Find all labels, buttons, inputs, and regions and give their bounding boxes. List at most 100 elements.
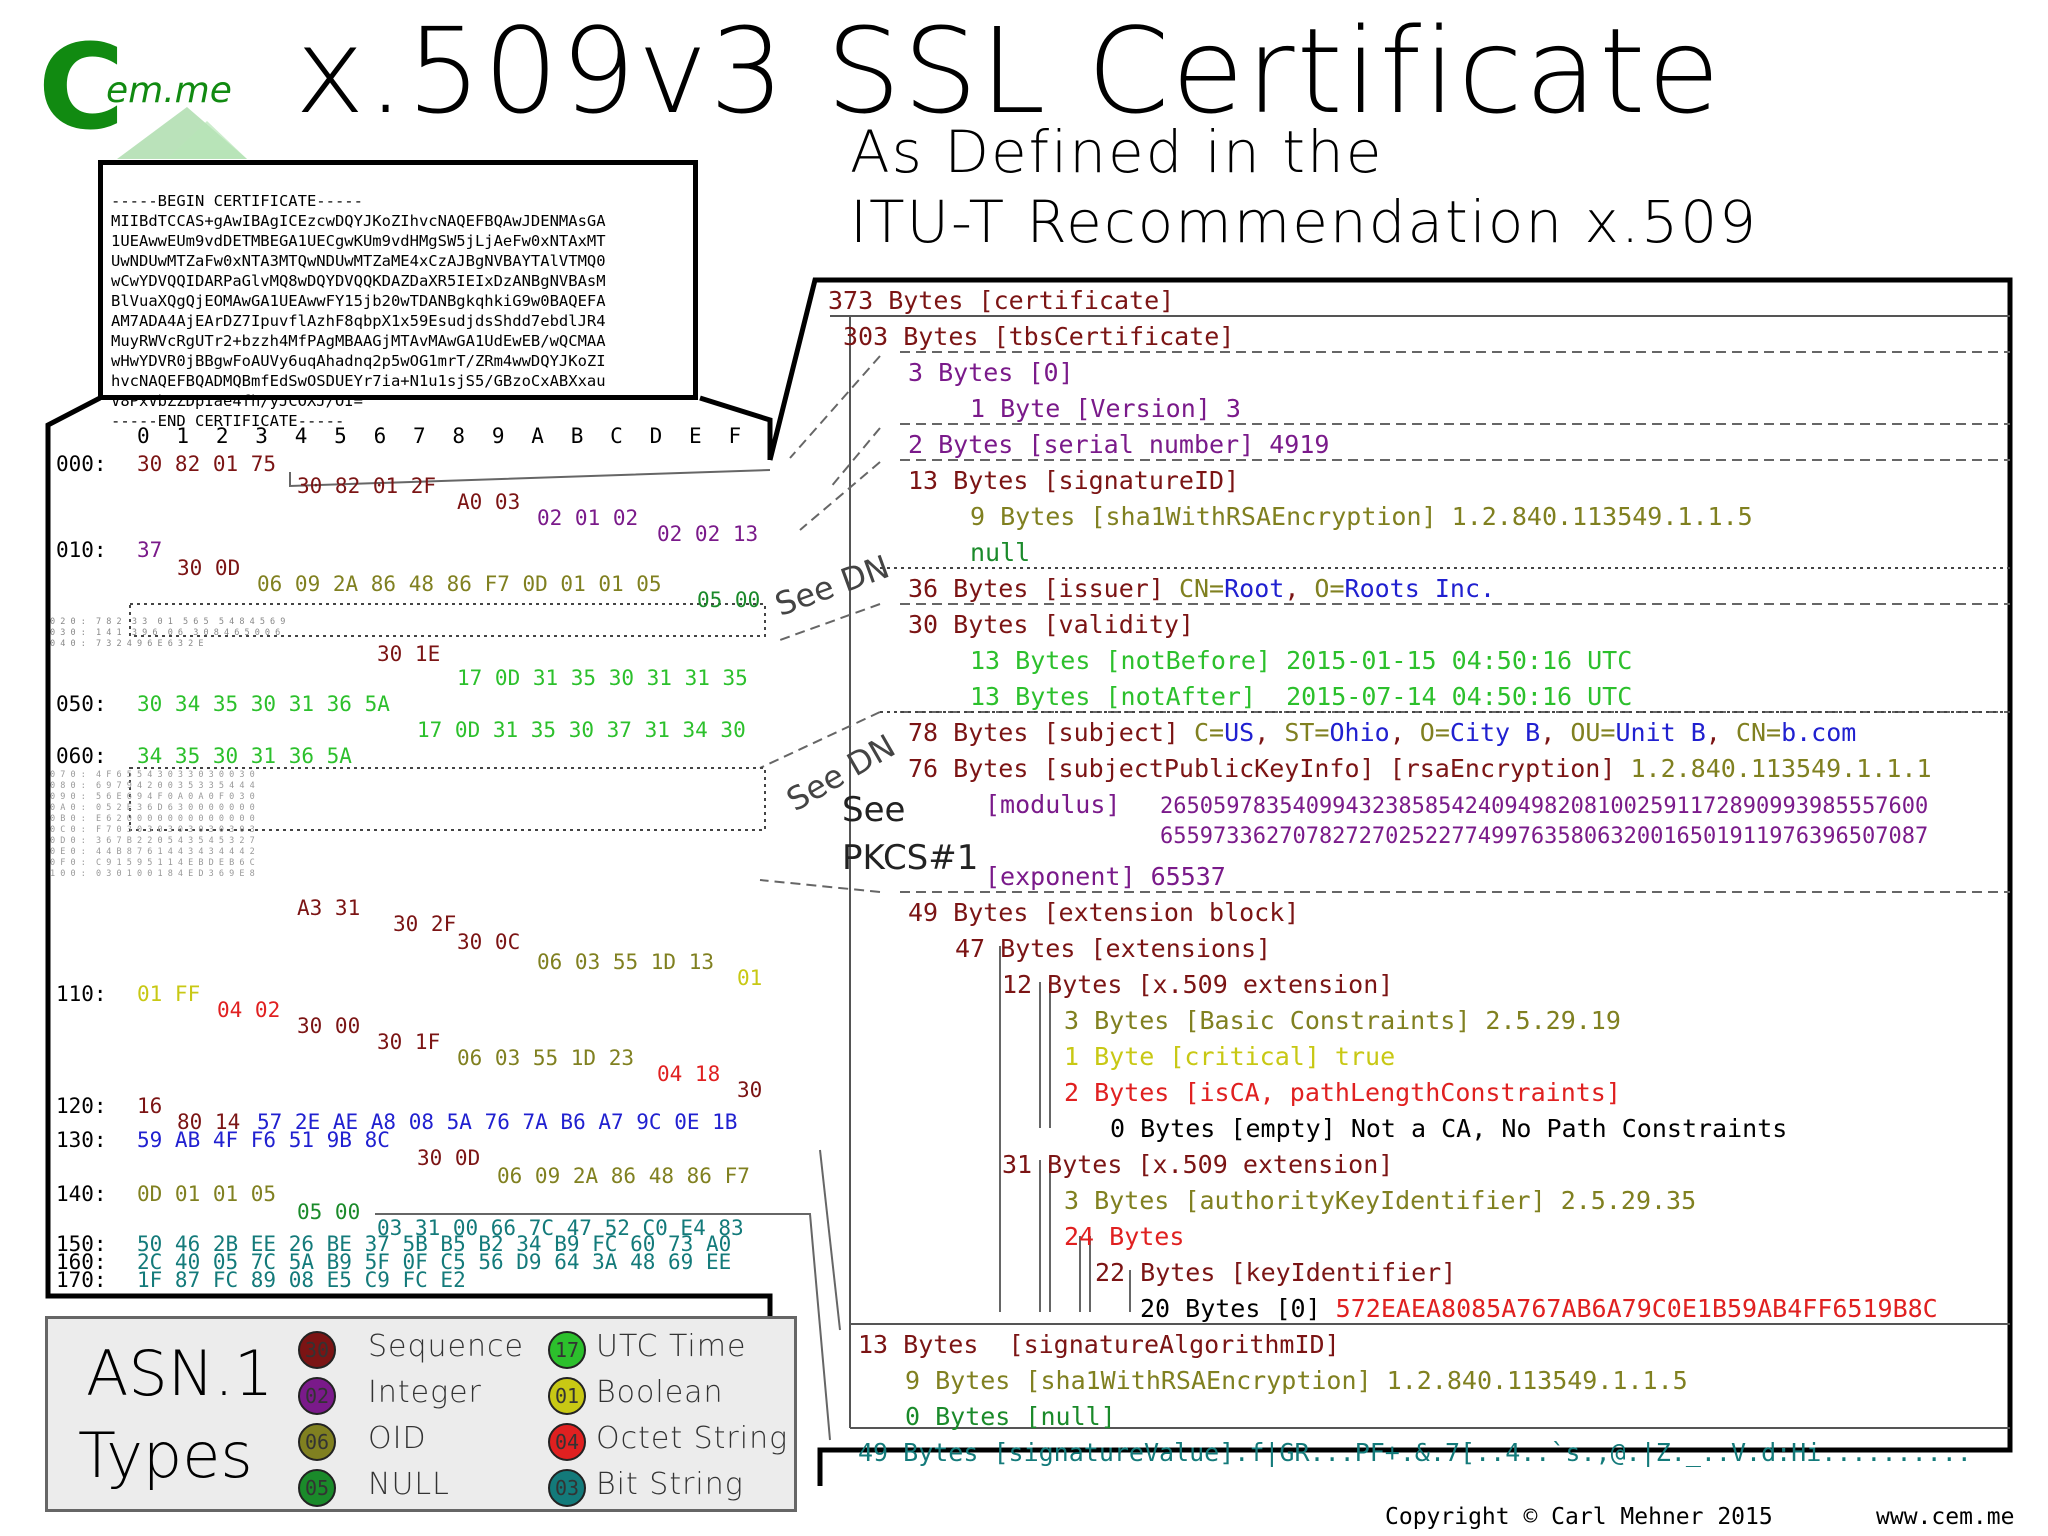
- tree-node-text: 572EAEA8085A767AB6A79C0E1B59AB4FF6519B8C: [1335, 1294, 1938, 1323]
- tree-node: [exponent] 65537: [985, 862, 1226, 891]
- tree-node-text: O=: [1314, 574, 1345, 603]
- hex-bytes: 01 FF: [137, 982, 201, 1006]
- hex-bytes: 30 0D: [177, 556, 241, 580]
- legend-color-dot: 01: [548, 1377, 586, 1415]
- legend-label: NULL: [368, 1467, 450, 1502]
- legend-color-dot: 04: [548, 1423, 586, 1461]
- legend-title: ASN.1: [86, 1337, 274, 1410]
- hex-bytes: 30 2F: [393, 912, 457, 936]
- tree-node: 76 Bytes [subjectPublicKeyInfo] [rsaEncr…: [908, 754, 1932, 783]
- tree-node: 13 Bytes [notAfter] 2015-07-14 04:50:16 …: [970, 682, 1632, 711]
- tree-node: 9 Bytes [sha1WithRSAEncryption] 1.2.840.…: [905, 1366, 1688, 1395]
- hex-row-address: 160:: [56, 1250, 107, 1274]
- tree-node: 2 Bytes [isCA, pathLengthConstraints]: [1064, 1078, 1621, 1107]
- pem-line: -----BEGIN CERTIFICATE-----: [111, 192, 363, 210]
- pem-line: wHwYDVR0jBBgwFoAUVy6uqAhadnq2p5wOG1mrT/Z…: [111, 352, 606, 370]
- hex-bytes: 30 1F: [377, 1030, 441, 1054]
- tree-node: 3 Bytes [0]: [908, 358, 1074, 387]
- hex-bytes: 30: [737, 1078, 763, 1102]
- subtitle-line2: ITU-T Recommendation x.509: [850, 188, 1759, 256]
- legend-label: Boolean: [596, 1375, 724, 1410]
- tree-node-text: 2650597835409943238585424094982081002591…: [1160, 794, 1929, 819]
- page-title: x.509v3 SSL Certificate: [295, 2, 1722, 140]
- hex-bytes: A0 03: [457, 490, 521, 514]
- hex-bytes: 16: [137, 1094, 163, 1118]
- hex-bytes: 37: [137, 538, 163, 562]
- tree-node-text: 9 Bytes [sha1WithRSAEncryption] 1.2.840.…: [970, 502, 1753, 531]
- legend-label: Octet String: [596, 1421, 789, 1456]
- tree-node-text: 1.2.840.113549.1.1.1: [1630, 754, 1932, 783]
- hex-bytes: 59 AB 4F F6 51 9B 8C: [137, 1128, 390, 1152]
- tree-node: 0 Bytes [empty] Not a CA, No Path Constr…: [1110, 1114, 1787, 1143]
- tree-node-text: ,: [1254, 718, 1285, 747]
- hex-bytes: 1F 87 FC 89 08 E5 C9 FC E2: [137, 1268, 466, 1292]
- hex-bytes: 50 46 2B EE 26 BE 37 5B B5 B2 34 B9 FC 6…: [137, 1232, 732, 1256]
- tree-node: 12 Bytes [x.509 extension]: [1002, 970, 1393, 999]
- hex-bytes: 2C 40 05 7C 5A B9 5F 0F C5 56 D9 64 3A 4…: [137, 1250, 732, 1274]
- pem-line: hvcNAQEFBQADMQBmfEdSwOSDUEYr7ia+N1u1sjS5…: [111, 372, 606, 390]
- tree-node-text: 3 Bytes [0]: [908, 358, 1074, 387]
- tree-node: [modulus]: [985, 790, 1120, 819]
- pem-line: BlVuaXQgQjEOMAwGA1UEAwwFY15jb20wTDANBgkq…: [111, 292, 606, 310]
- legend-color-dot: 17: [548, 1331, 586, 1369]
- hex-bytes: 04 02: [217, 998, 281, 1022]
- tree-node-text: [exponent] 65537: [985, 862, 1226, 891]
- tree-node: 3 Bytes [Basic Constraints] 2.5.29.19: [1064, 1006, 1621, 1035]
- tree-node: 2650597835409943238585424094982081002591…: [1160, 794, 1928, 819]
- tree-node: 13 Bytes [signatureID]: [908, 466, 1239, 495]
- hex-bytes: 02 01 02: [537, 506, 639, 530]
- tree-node-text: 24 Bytes: [1064, 1222, 1185, 1251]
- pem-line: V8PxVbZZDpIae4fh/yJCOXJ/OI=: [111, 392, 363, 410]
- tree-node-text: 0 Bytes [empty] Not a CA, No Path Constr…: [1110, 1114, 1788, 1143]
- tree-node-text: 13 Bytes [signatureAlgorithmID]: [858, 1330, 1340, 1359]
- hex-bytes: 30 1E: [377, 642, 441, 666]
- tree-node: 303 Bytes [tbsCertificate]: [843, 322, 1234, 351]
- tree-node: 20 Bytes [0] 572EAEA8085A767AB6A79C0E1B5…: [1140, 1294, 1938, 1323]
- tree-node-text: 49 Bytes [signatureValue].f|GR...PF+.&.7…: [858, 1438, 1972, 1467]
- tree-node-text: 0 Bytes [null]: [905, 1402, 1116, 1431]
- hex-row-address: 110:: [56, 982, 107, 1006]
- tree-node-text: 13 Bytes [signatureID]: [908, 466, 1240, 495]
- hex-bytes: 30 82 01 75: [137, 452, 277, 476]
- pem-line: wCwYDVQQIDARPaGlvMQ8wDQYDVQQKDAZDaXR5IEI…: [111, 272, 606, 290]
- tree-node-text: ST=: [1284, 718, 1330, 747]
- hex-bytes: 17 0D 31 35 30 37 31 34 30: [417, 718, 746, 742]
- tree-node-text: 373 Bytes [certificate]: [828, 286, 1175, 315]
- tree-node: 24 Bytes: [1064, 1222, 1184, 1251]
- tree-node: 9 Bytes [sha1WithRSAEncryption] 1.2.840.…: [970, 502, 1753, 531]
- tree-node: 13 Bytes [signatureAlgorithmID]: [858, 1330, 1340, 1359]
- tree-node-text: 47 Bytes [extensions]: [955, 934, 1272, 963]
- tree-node-text: 1 Byte [Version] 3: [970, 394, 1241, 423]
- tree-node: 1 Byte [critical] true: [1064, 1042, 1395, 1071]
- tree-node-text: 20 Bytes [0]: [1140, 1294, 1336, 1323]
- tree-node-text: 3 Bytes [authorityKeyIdentifier] 2.5.29.…: [1064, 1186, 1697, 1215]
- logo-text: em.me: [106, 70, 232, 111]
- tree-node: null: [970, 538, 1030, 567]
- tree-node-text: 1 Byte [critical] true: [1064, 1042, 1396, 1071]
- hex-column-header: 0 1 2 3 4 5 6 7 8 9 A B C D E F: [137, 424, 742, 448]
- pem-line: 1UEAwwEUm9vdDETMBEGA1UECgwKUm9vdHMgSW5jL…: [111, 232, 606, 250]
- tree-node: 49 Bytes [extension block]: [908, 898, 1299, 927]
- tree-node-text: 2 Bytes [serial number] 4919: [908, 430, 1330, 459]
- legend-color-dot: 30: [298, 1331, 336, 1369]
- tree-node-text: ,: [1389, 718, 1420, 747]
- tree-node-text: 13 Bytes [notAfter] 2015-07-14 04:50:16 …: [970, 682, 1633, 711]
- tree-node-text: null: [970, 538, 1031, 567]
- see-pkcs-label: See: [842, 790, 906, 830]
- tree-node: 2 Bytes [serial number] 4919: [908, 430, 1329, 459]
- hex-bytes: 02 02 13: [657, 522, 759, 546]
- tree-node-text: ,: [1540, 718, 1571, 747]
- tree-node: 47 Bytes [extensions]: [955, 934, 1271, 963]
- tree-node-text: [modulus]: [985, 790, 1121, 819]
- hex-bytes: 30 0C: [457, 930, 521, 954]
- legend-label: Sequence: [368, 1329, 524, 1364]
- copyright: Copyright © Carl Mehner 2015: [1385, 1504, 1773, 1530]
- hex-bytes: 80 14: [177, 1110, 241, 1134]
- tree-node: 30 Bytes [validity]: [908, 610, 1194, 639]
- logo-mountain-icon: [117, 107, 248, 159]
- tree-node: 373 Bytes [certificate]: [828, 286, 1174, 315]
- tree-node-text: 2 Bytes [isCA, pathLengthConstraints]: [1064, 1078, 1621, 1107]
- tree-node: 49 Bytes [signatureValue].f|GR...PF+.&.7…: [858, 1438, 1972, 1467]
- hex-row-address: 050:: [56, 692, 107, 716]
- tree-node: 31 Bytes [x.509 extension]: [1002, 1150, 1393, 1179]
